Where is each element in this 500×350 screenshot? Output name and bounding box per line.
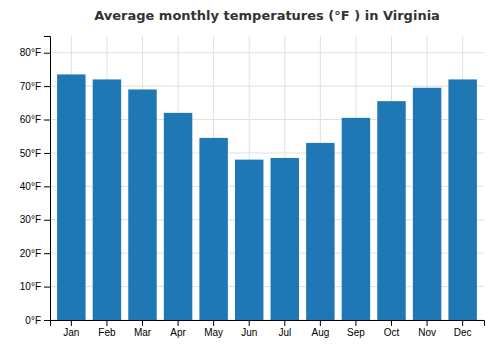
y-tick: 30°F <box>20 214 50 225</box>
y-tick-mark <box>44 287 50 288</box>
x-tick-mark <box>71 320 72 326</box>
x-tick: Dec <box>454 320 472 338</box>
bar <box>413 88 441 320</box>
y-tick-mark <box>44 320 50 321</box>
x-tick-label: Mar <box>134 327 152 338</box>
y-tick: 20°F <box>20 248 50 259</box>
y-axis-line <box>44 37 51 321</box>
x-tick-label: Jul <box>278 327 291 338</box>
x-tick-label: Dec <box>454 327 472 338</box>
title: Average monthly temperatures (°F ) in Vi… <box>94 8 440 23</box>
y-tick-label: 20°F <box>20 248 41 259</box>
bar <box>377 101 405 320</box>
y-tick-mark <box>44 253 50 254</box>
y-tick-label: 50°F <box>20 148 41 159</box>
y-tick-label: 0°F <box>25 315 41 326</box>
chart: 0°F 10°F 20°F 30°F 40°F 50°F 60°F 70°F 80°F Jan Fe… <box>0 0 500 350</box>
y-tick-mark <box>44 186 50 187</box>
bar <box>199 138 227 320</box>
x-tick-mark <box>178 320 179 326</box>
y-axis: 0°F 10°F 20°F 30°F 40°F 50°F 60°F 70°F 80°F <box>20 37 51 326</box>
bar <box>342 118 370 320</box>
y-tick: 70°F <box>20 81 50 92</box>
grid <box>50 36 484 320</box>
x-tick: Oct <box>384 320 400 338</box>
y-grid-line <box>50 52 484 53</box>
x-tick: Feb <box>98 320 116 338</box>
y-tick-mark <box>44 53 50 54</box>
x-tick: Sep <box>347 320 365 338</box>
bar <box>128 89 156 320</box>
x-tick-mark <box>355 320 356 326</box>
bar <box>235 160 263 320</box>
x-tick-label: May <box>204 327 223 338</box>
y-tick: 40°F <box>20 181 50 192</box>
y-tick-label: 40°F <box>20 181 41 192</box>
x-tick-mark <box>284 320 285 326</box>
y-tick: 60°F <box>20 114 50 125</box>
y-tick: 80°F <box>20 47 50 58</box>
y-tick: 10°F <box>20 281 50 292</box>
x-axis-line <box>51 321 485 327</box>
x-axis: Jan Feb Mar Apr May Jun Jul Aug Sep Oct Nov Dec <box>51 320 485 338</box>
x-tick: May <box>204 320 223 338</box>
x-tick: Mar <box>134 320 152 338</box>
x-tick: Nov <box>418 320 436 338</box>
x-tick: Jan <box>63 320 79 338</box>
y-tick-label: 70°F <box>20 81 41 92</box>
y-tick-label: 30°F <box>20 214 41 225</box>
bar <box>93 79 121 320</box>
x-tick: Aug <box>311 320 329 338</box>
x-tick-label: Sep <box>347 327 365 338</box>
y-tick-mark <box>44 86 50 87</box>
x-tick-mark <box>427 320 428 326</box>
bar <box>57 74 85 320</box>
bar <box>306 143 334 320</box>
x-tick-label: Jun <box>241 327 257 338</box>
x-tick-label: Jan <box>63 327 79 338</box>
x-tick-label: Aug <box>311 327 329 338</box>
x-tick-label: Apr <box>170 327 186 338</box>
x-tick-mark <box>391 320 392 326</box>
x-tick-mark <box>462 320 463 326</box>
bars <box>57 74 477 320</box>
x-tick-mark <box>106 320 107 326</box>
x-tick-mark <box>213 320 214 326</box>
bar <box>448 79 476 320</box>
y-tick-label: 80°F <box>20 47 41 58</box>
y-tick: 0°F <box>25 315 50 326</box>
x-tick: Apr <box>170 320 186 338</box>
bar <box>164 113 192 320</box>
x-tick-label: Nov <box>418 327 436 338</box>
y-tick-mark <box>44 153 50 154</box>
x-tick-mark <box>320 320 321 326</box>
bar <box>271 158 299 320</box>
y-tick-label: 10°F <box>20 281 41 292</box>
y-tick-mark <box>44 220 50 221</box>
y-tick-mark <box>44 120 50 121</box>
x-tick-label: Feb <box>98 327 116 338</box>
x-tick-mark <box>249 320 250 326</box>
y-tick-label: 60°F <box>20 114 41 125</box>
x-tick: Jun <box>241 320 257 338</box>
x-tick-label: Oct <box>384 327 400 338</box>
y-tick: 50°F <box>20 148 50 159</box>
x-tick: Jul <box>278 320 291 338</box>
plot: 0°F 10°F 20°F 30°F 40°F 50°F 60°F 70°F 80°F Jan Fe… <box>20 36 485 338</box>
x-tick-mark <box>142 320 143 326</box>
